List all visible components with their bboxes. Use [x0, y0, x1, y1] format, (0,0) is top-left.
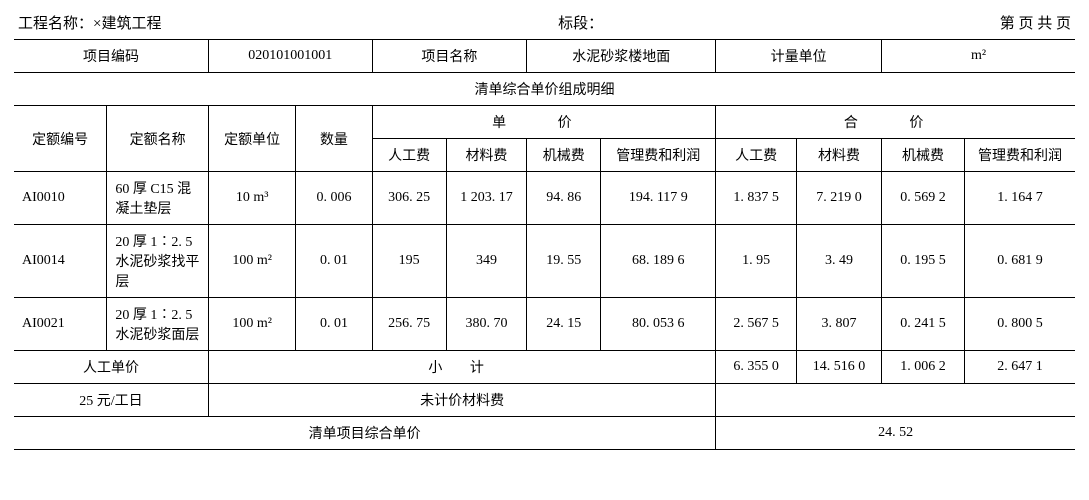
name-value: 水泥砂浆楼地面: [527, 40, 716, 73]
col-quota-code: 定额编号: [14, 106, 107, 172]
col-header-row-1: 定额编号 定额名称 定额单位 数量 单 价 合 价: [14, 106, 1075, 139]
cell-tlabor: 1. 95: [716, 225, 797, 298]
data-row: AI0014 20 厚 1∶2. 5 水泥砂浆找平层 100 m² 0. 01 …: [14, 225, 1075, 298]
unpriced-value: [716, 384, 1075, 417]
page-number: 第 页 共 页: [1000, 12, 1071, 33]
cell-unit: 100 m²: [209, 225, 296, 298]
cell-tmgmt: 0. 800 5: [964, 298, 1075, 351]
cell-tmachine: 0. 195 5: [882, 225, 965, 298]
cell-code: AI0021: [14, 298, 107, 351]
cell-tlabor: 2. 567 5: [716, 298, 797, 351]
cell-code: AI0010: [14, 172, 107, 225]
cell-name: 20 厚 1∶2. 5 水泥砂浆面层: [107, 298, 209, 351]
cell-umachine: 94. 86: [527, 172, 601, 225]
cell-qty: 0. 01: [296, 225, 372, 298]
sub-labor: 6. 355 0: [716, 351, 797, 384]
cell-ulabor: 195: [372, 225, 446, 298]
cell-umachine: 19. 55: [527, 225, 601, 298]
cell-tmaterial: 7. 219 0: [796, 172, 881, 225]
page-header: 工程名称：×建筑工程 标段： 第 页 共 页: [14, 10, 1075, 39]
cell-unit: 10 m³: [209, 172, 296, 225]
cell-umgmt: 194. 117 9: [601, 172, 716, 225]
project-name: 工程名称：×建筑工程: [18, 12, 161, 33]
unit-label: 计量单位: [716, 40, 882, 73]
col-t-machine: 机械费: [882, 139, 965, 172]
section-label: 标段：: [558, 12, 603, 33]
col-t-mgmt: 管理费和利润: [964, 139, 1075, 172]
cell-ulabor: 256. 75: [372, 298, 446, 351]
cell-tmgmt: 0. 681 9: [964, 225, 1075, 298]
col-u-labor: 人工费: [372, 139, 446, 172]
labor-rate: 25 元/工日: [14, 384, 209, 417]
unpriced-label: 未计价材料费: [209, 384, 716, 417]
cell-tmachine: 0. 241 5: [882, 298, 965, 351]
data-row: AI0010 60 厚 C15 混凝土垫层 10 m³ 0. 006 306. …: [14, 172, 1075, 225]
col-qty: 数量: [296, 106, 372, 172]
comp-label: 清单项目综合单价: [14, 417, 716, 450]
cell-qty: 0. 01: [296, 298, 372, 351]
composite-row: 清单项目综合单价 24. 52: [14, 417, 1075, 450]
cell-umgmt: 68. 189 6: [601, 225, 716, 298]
code-label: 项目编码: [14, 40, 209, 73]
cell-umachine: 24. 15: [527, 298, 601, 351]
labor-price-label: 人工单价: [14, 351, 209, 384]
col-u-mgmt: 管理费和利润: [601, 139, 716, 172]
sub-mgmt: 2. 647 1: [964, 351, 1075, 384]
cell-qty: 0. 006: [296, 172, 372, 225]
cell-tlabor: 1. 837 5: [716, 172, 797, 225]
detail-title: 清单综合单价组成明细: [14, 73, 1075, 106]
col-quota-unit: 定额单位: [209, 106, 296, 172]
price-table: 项目编码 020101001001 项目名称 水泥砂浆楼地面 计量单位 m² 清…: [14, 39, 1075, 450]
unit-value: m²: [882, 40, 1075, 73]
cell-name: 20 厚 1∶2. 5 水泥砂浆找平层: [107, 225, 209, 298]
cell-tmaterial: 3. 49: [796, 225, 881, 298]
col-u-material: 材料费: [446, 139, 527, 172]
cell-umaterial: 380. 70: [446, 298, 527, 351]
cell-tmachine: 0. 569 2: [882, 172, 965, 225]
comp-value: 24. 52: [716, 417, 1075, 450]
col-u-machine: 机械费: [527, 139, 601, 172]
detail-title-row: 清单综合单价组成明细: [14, 73, 1075, 106]
cell-code: AI0014: [14, 225, 107, 298]
cell-umaterial: 349: [446, 225, 527, 298]
cell-tmaterial: 3. 807: [796, 298, 881, 351]
subtotal-row: 人工单价 小 计 6. 355 0 14. 516 0 1. 006 2 2. …: [14, 351, 1075, 384]
cell-ulabor: 306. 25: [372, 172, 446, 225]
sub-machine: 1. 006 2: [882, 351, 965, 384]
col-unit-price: 单 价: [372, 106, 716, 139]
col-t-material: 材料费: [796, 139, 881, 172]
subtotal-label: 小 计: [209, 351, 716, 384]
cell-umaterial: 1 203. 17: [446, 172, 527, 225]
cell-tmgmt: 1. 164 7: [964, 172, 1075, 225]
name-label: 项目名称: [372, 40, 527, 73]
unpriced-row: 25 元/工日 未计价材料费: [14, 384, 1075, 417]
col-t-labor: 人工费: [716, 139, 797, 172]
data-row: AI0021 20 厚 1∶2. 5 水泥砂浆面层 100 m² 0. 01 2…: [14, 298, 1075, 351]
col-total-price: 合 价: [716, 106, 1075, 139]
cell-name: 60 厚 C15 混凝土垫层: [107, 172, 209, 225]
info-row: 项目编码 020101001001 项目名称 水泥砂浆楼地面 计量单位 m²: [14, 40, 1075, 73]
col-quota-name: 定额名称: [107, 106, 209, 172]
sub-material: 14. 516 0: [796, 351, 881, 384]
code-value: 020101001001: [209, 40, 373, 73]
cell-umgmt: 80. 053 6: [601, 298, 716, 351]
cell-unit: 100 m²: [209, 298, 296, 351]
